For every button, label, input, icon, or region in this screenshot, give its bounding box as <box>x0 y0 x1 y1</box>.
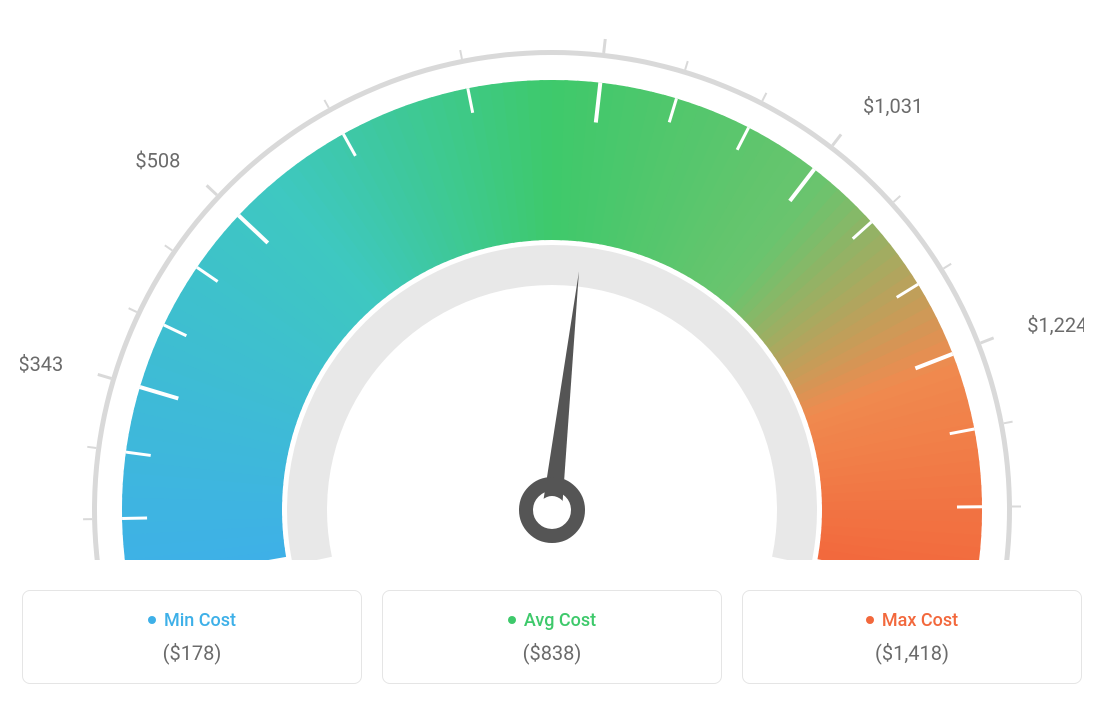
legend-label: Min Cost <box>148 610 236 631</box>
outer-minor-tick <box>685 61 688 70</box>
legend-label: Avg Cost <box>508 610 596 631</box>
legend-label: Max Cost <box>866 610 958 631</box>
outer-minor-tick <box>1004 422 1013 424</box>
outer-minor-tick <box>944 264 952 269</box>
outer-minor-tick <box>129 308 137 312</box>
legend-label-text: Min Cost <box>164 610 236 631</box>
cost-gauge-chart: $178$343$508$838$1,031$1,224$1,418 Min C… <box>20 20 1084 684</box>
legend-dot-icon <box>148 616 156 624</box>
legend-card-max: Max Cost ($1,418) <box>742 590 1082 684</box>
needle-hub-inner <box>538 496 566 524</box>
outer-minor-tick <box>762 93 766 101</box>
outer-major-tick <box>604 39 606 53</box>
legend-dot-icon <box>508 616 516 624</box>
outer-minor-tick <box>894 196 901 202</box>
gauge-svg: $178$343$508$838$1,031$1,224$1,418 <box>20 20 1084 560</box>
legend-value: ($838) <box>393 641 711 665</box>
tick-label: $508 <box>135 149 180 173</box>
tick-label: $343 <box>20 352 63 376</box>
outer-minor-tick <box>165 245 172 250</box>
outer-minor-tick <box>460 50 462 59</box>
outer-major-tick <box>833 134 842 145</box>
legend-value: ($178) <box>33 641 351 665</box>
outer-major-tick <box>207 185 217 195</box>
legend-row: Min Cost ($178) Avg Cost ($838) Max Cost ($1,… <box>20 590 1084 684</box>
outer-minor-tick <box>87 447 96 448</box>
outer-major-tick <box>98 374 111 378</box>
legend-value: ($1,418) <box>753 641 1071 665</box>
legend-label-text: Avg Cost <box>524 610 596 631</box>
tick-label: $1,031 <box>863 94 923 118</box>
gauge-svg-container: $178$343$508$838$1,031$1,224$1,418 <box>20 20 1084 560</box>
tick-label: $1,224 <box>1027 313 1084 337</box>
outer-major-tick <box>981 338 994 343</box>
legend-label-text: Max Cost <box>882 610 958 631</box>
legend-dot-icon <box>866 616 874 624</box>
outer-minor-tick <box>324 100 328 108</box>
legend-card-avg: Avg Cost ($838) <box>382 590 722 684</box>
legend-card-min: Min Cost ($178) <box>22 590 362 684</box>
gauge-needle <box>542 272 579 512</box>
